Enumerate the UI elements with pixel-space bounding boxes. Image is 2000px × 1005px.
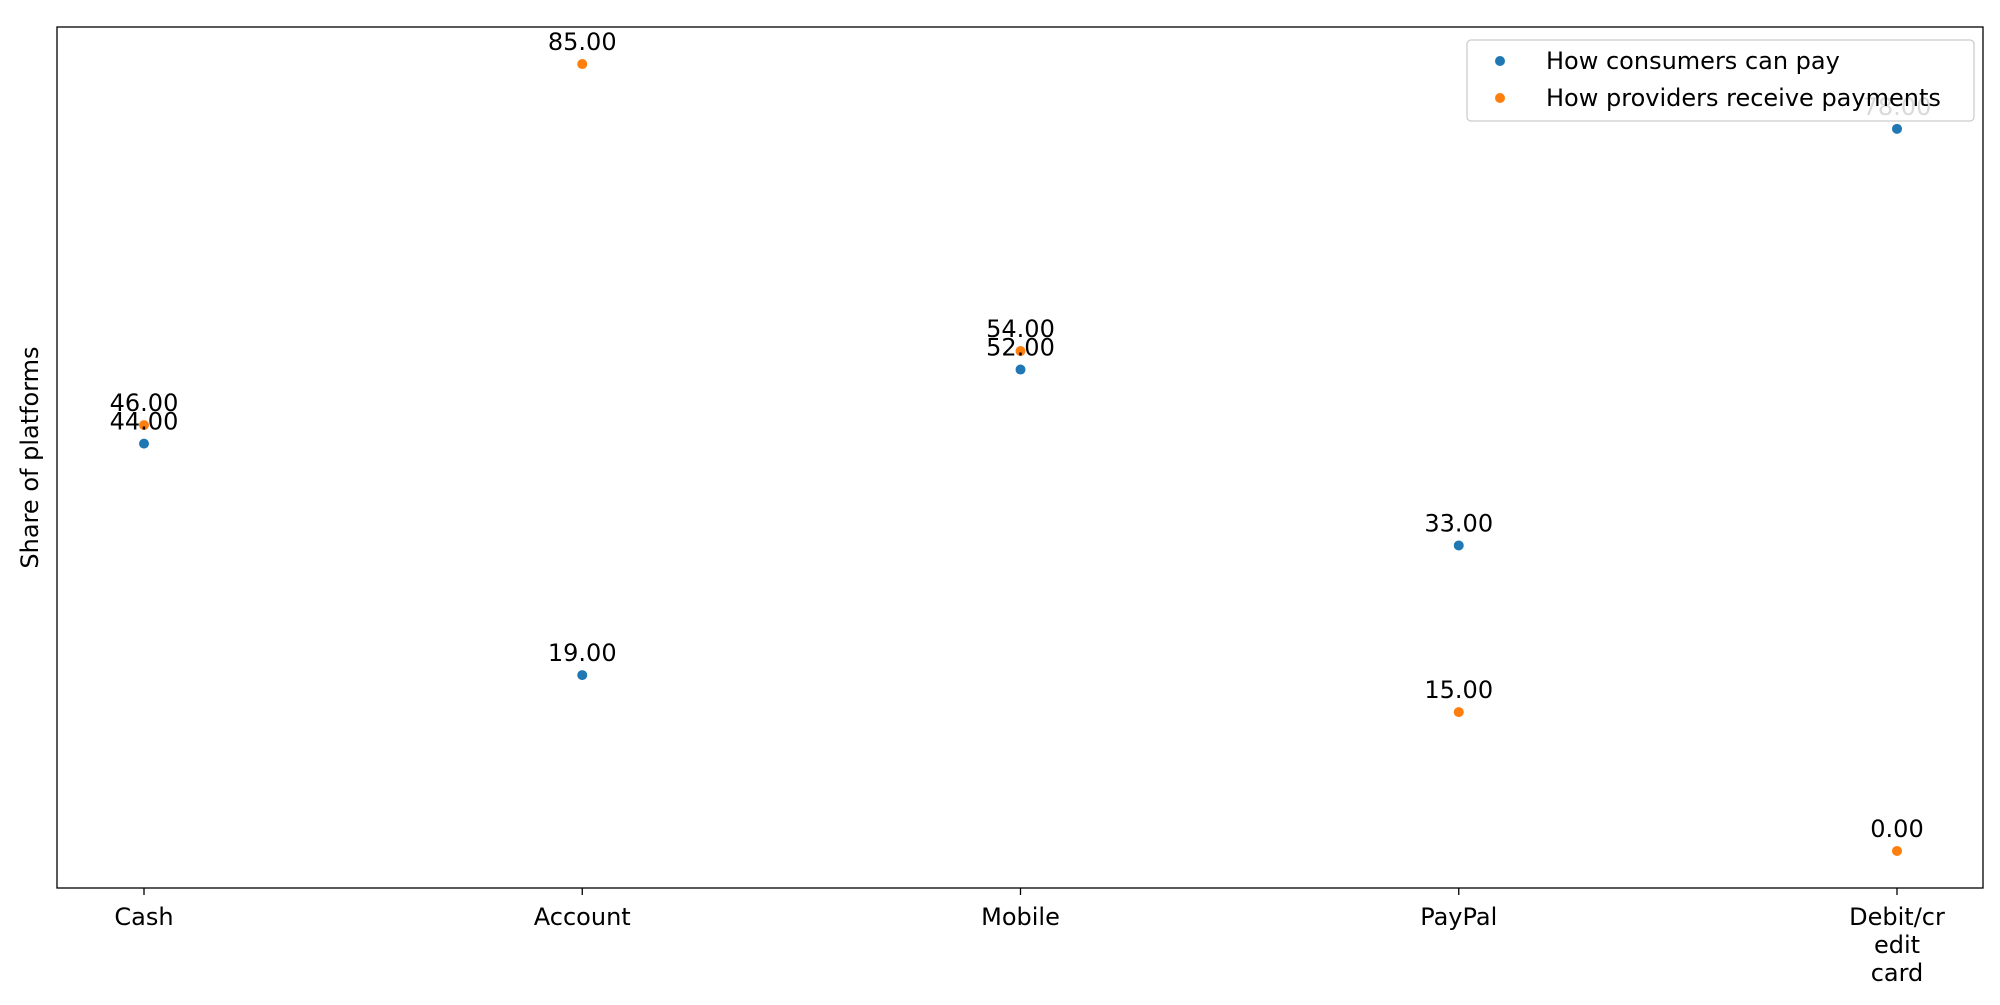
x-tick-label-line: card [1871, 959, 1924, 987]
x-tick-label-line: Account [534, 903, 631, 931]
x-tick-label: PayPal [1420, 903, 1497, 931]
legend-marker [1495, 93, 1505, 103]
data-point [577, 670, 588, 681]
data-label: 19.00 [548, 639, 617, 667]
data-point [1892, 123, 1902, 134]
data-label: 0.00 [1870, 815, 1923, 843]
data-label: 33.00 [1424, 509, 1493, 537]
points-layer [139, 59, 1902, 856]
data-point [1015, 346, 1026, 357]
legend-label: How providers receive payments [1546, 84, 1941, 112]
data-label: 44.00 [110, 408, 179, 436]
data-point [139, 438, 149, 449]
legend-marker [1495, 56, 1505, 66]
x-tick-label: Mobile [981, 903, 1060, 931]
data-label: 46.00 [110, 389, 179, 417]
data-point [1453, 540, 1464, 551]
x-tick-label: Cash [114, 903, 173, 931]
x-axis: Cash Account Mobile PayPal Debit/cr edit card [114, 888, 1945, 987]
x-tick-label-line: PayPal [1420, 903, 1497, 931]
x-tick-label: Debit/cr edit card [1849, 903, 1945, 987]
y-axis-title: Share of platforms [16, 346, 44, 568]
legend-box [1466, 39, 1975, 122]
x-tick-label-line: Debit/cr [1849, 903, 1945, 931]
data-point [1453, 707, 1464, 718]
data-point [1015, 364, 1026, 375]
legend-label: How consumers can pay [1546, 47, 1840, 75]
x-tick-label: Account [534, 903, 631, 931]
data-labels-layer: 44.0019.0052.0033.0078.0046.0085.0054.00… [110, 28, 1932, 843]
x-tick-label-line: Mobile [981, 903, 1060, 931]
data-point [1892, 845, 1902, 856]
x-tick-label-line: Cash [114, 903, 173, 931]
plot-area-frame [56, 26, 1984, 889]
data-label: 15.00 [1424, 676, 1493, 704]
data-point [139, 420, 149, 431]
legend: How consumers can pay How providers recei… [1466, 39, 1975, 122]
data-point [577, 59, 588, 70]
data-label: 54.00 [986, 315, 1055, 343]
x-tick-label-line: edit [1874, 931, 1920, 959]
data-label: 52.00 [986, 334, 1055, 362]
data-label: 85.00 [548, 28, 617, 56]
